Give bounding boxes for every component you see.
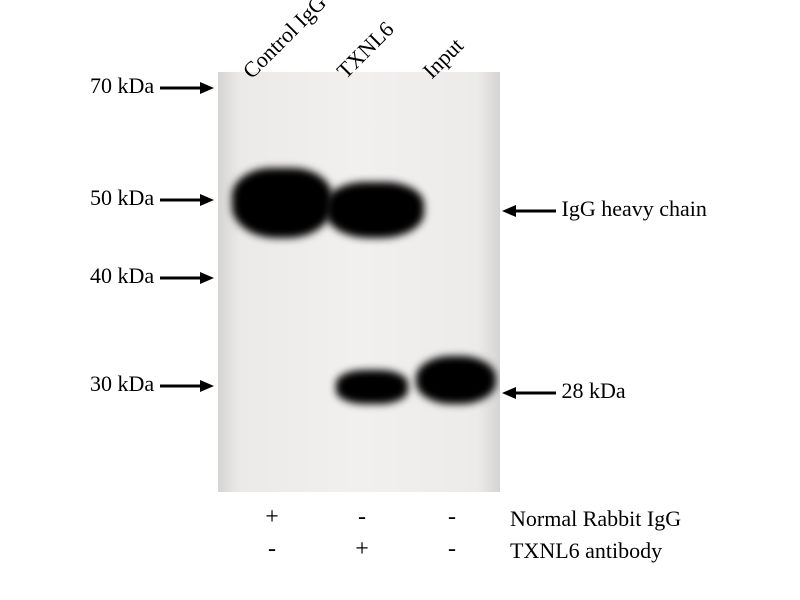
arrow-left-icon <box>502 203 556 219</box>
mw-marker-70: 70 kDa <box>90 73 214 99</box>
cond-row2-lane3: - <box>432 536 472 563</box>
cond-row1-lane2: - <box>342 504 382 531</box>
mw-marker-40-label: 40 kDa <box>90 263 154 288</box>
arrow-right-icon <box>160 80 214 96</box>
cond-row1-lane3: - <box>432 504 472 531</box>
cond-row1-lane1: + <box>252 504 292 531</box>
cond-row1-label: Normal Rabbit IgG <box>510 506 681 532</box>
cond-row2-lane2: + <box>342 536 382 563</box>
band-28kda-lane2 <box>336 370 408 404</box>
blot-image: WWW.PTGLAB.COM <box>218 72 500 492</box>
cond-row2-label: TXNL6 antibody <box>510 538 662 564</box>
mw-marker-30-label: 30 kDa <box>90 371 154 396</box>
mw-marker-50: 50 kDa <box>90 185 214 211</box>
arrow-right-icon <box>160 192 214 208</box>
figure-container: WWW.PTGLAB.COM Control IgG TXNL6 Input 7… <box>0 0 800 600</box>
mw-marker-50-label: 50 kDa <box>90 185 154 210</box>
annotation-28kda: 28 kDa <box>502 378 626 404</box>
blot-background <box>218 72 500 492</box>
mw-marker-30: 30 kDa <box>90 371 214 397</box>
annotation-28kda-label: 28 kDa <box>562 378 626 403</box>
mw-marker-70-label: 70 kDa <box>90 73 154 98</box>
band-28kda-lane3 <box>416 356 496 404</box>
arrow-right-icon <box>160 270 214 286</box>
annotation-igg-label: IgG heavy chain <box>562 196 707 221</box>
mw-marker-40: 40 kDa <box>90 263 214 289</box>
cond-row2-lane1: - <box>252 536 292 563</box>
annotation-igg-heavy-chain: IgG heavy chain <box>502 196 707 222</box>
arrow-right-icon <box>160 378 214 394</box>
band-igg-lane1 <box>232 168 332 238</box>
arrow-left-icon <box>502 385 556 401</box>
band-igg-lane2 <box>326 182 424 238</box>
